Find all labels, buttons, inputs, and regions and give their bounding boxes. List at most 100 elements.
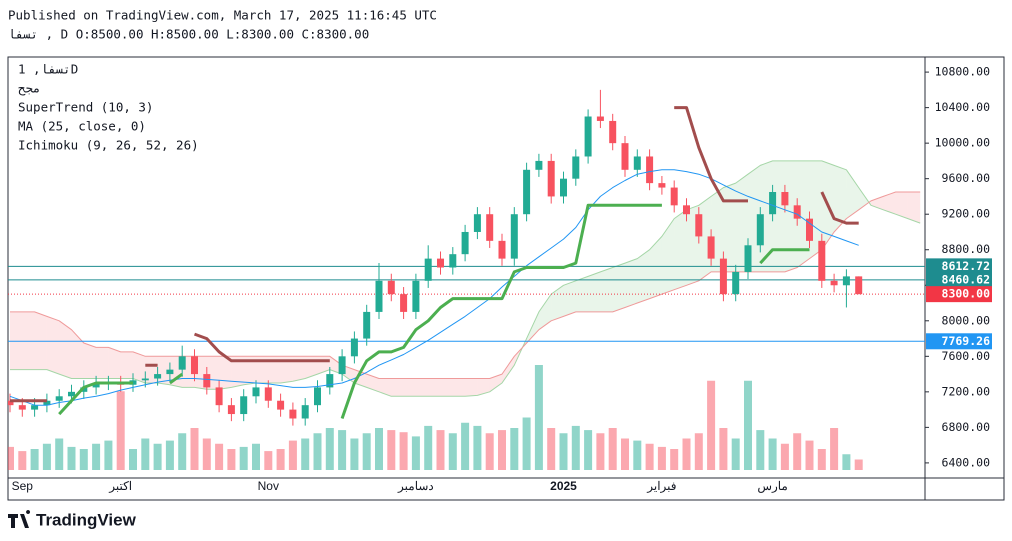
candle-body xyxy=(842,276,850,286)
candle-body xyxy=(240,396,248,415)
volume-bar xyxy=(621,438,629,470)
candle-body xyxy=(547,160,555,197)
cloud-segment xyxy=(366,374,379,392)
volume-bar xyxy=(276,449,285,470)
cloud-segment xyxy=(772,160,785,272)
x-tick-label: مارس xyxy=(757,479,788,493)
cloud-segment xyxy=(551,285,564,321)
volume-bar xyxy=(436,430,445,470)
published-line: Published on TradingView.com, March 17, … xyxy=(8,8,437,23)
legend-entry: Ichimoku (9, 26, 52, 26) xyxy=(18,138,199,153)
cloud-segment xyxy=(538,294,552,330)
cloud-segment xyxy=(379,378,392,397)
symbol-line: تسفا , D O:8500.00 H:8500.00 L:8300.00 C… xyxy=(8,27,369,42)
volume-bar xyxy=(633,440,642,470)
cloud-segment xyxy=(268,356,281,383)
volume-bar xyxy=(215,443,224,470)
volume-bar xyxy=(116,391,125,470)
volume-bar xyxy=(485,433,494,470)
volume-bar xyxy=(805,440,814,470)
candle-body xyxy=(18,405,26,410)
volume-bar xyxy=(584,430,593,470)
volume-bar xyxy=(313,433,322,470)
cloud-segment xyxy=(231,356,244,388)
volume-bar xyxy=(178,433,187,470)
cloud-segment xyxy=(661,218,675,295)
volume-bar xyxy=(608,428,617,470)
cloud-segment xyxy=(34,311,47,370)
candle-body xyxy=(486,214,494,241)
volume-bar xyxy=(559,433,568,470)
volume-bar xyxy=(657,446,666,470)
candle-body xyxy=(8,400,14,406)
cloud-segment xyxy=(600,267,613,312)
volume-bar xyxy=(547,428,556,470)
plot-area xyxy=(8,89,925,470)
volume-bar xyxy=(288,440,297,470)
y-tick-label: 6800.00 xyxy=(942,420,991,434)
legend-entry: SuperTrend (10, 3) xyxy=(18,100,153,115)
candle-body xyxy=(203,374,211,388)
supertrend-up xyxy=(58,203,810,419)
volume-bar xyxy=(67,446,76,470)
volume-bar xyxy=(30,449,39,470)
volume-bar xyxy=(756,430,765,470)
candle-body xyxy=(523,169,531,215)
volume-bar xyxy=(92,443,101,470)
volume-bar xyxy=(165,440,174,470)
candle-body xyxy=(338,356,346,375)
cloud-segment xyxy=(71,329,84,379)
cloud-segment xyxy=(10,311,23,370)
price-label: 7769.26 xyxy=(942,334,991,348)
cloud-segment xyxy=(784,160,798,272)
cloud-segment xyxy=(22,311,35,370)
volume-bar xyxy=(79,449,88,470)
ma-line xyxy=(9,169,859,406)
logo-icon xyxy=(8,510,31,528)
volume-bar xyxy=(325,428,334,470)
brand-logo: TradingView xyxy=(8,510,137,529)
volume-bar xyxy=(842,454,851,470)
candle-body xyxy=(31,405,39,410)
cloud-segment xyxy=(612,263,625,312)
volume-bar xyxy=(682,438,691,470)
brand-name: TradingView xyxy=(36,510,137,529)
cloud-segment xyxy=(415,378,429,397)
ichimoku-span-a xyxy=(10,160,921,397)
volume-bar xyxy=(731,438,740,470)
volume-bar xyxy=(461,422,470,470)
cloud-segment xyxy=(883,192,896,215)
candle-body xyxy=(154,374,162,379)
cloud-segment xyxy=(625,258,638,308)
volume-bar xyxy=(817,449,826,470)
candle-body xyxy=(744,245,752,272)
candle-body xyxy=(769,192,777,215)
candle-body xyxy=(584,116,592,157)
cloud-segment xyxy=(256,356,269,383)
candle-body xyxy=(400,294,408,312)
volume-bar xyxy=(645,443,654,470)
y-tick-label: 6400.00 xyxy=(942,455,991,469)
y-tick-label: 9600.00 xyxy=(942,171,991,185)
candle-body xyxy=(719,258,727,295)
price-label-box xyxy=(926,333,992,350)
cloud-segment xyxy=(834,165,847,232)
cloud-segment xyxy=(637,249,650,304)
candle-body xyxy=(695,214,703,237)
cloud-segment xyxy=(280,356,293,383)
y-tick-label: 8800.00 xyxy=(942,242,991,256)
cloud-segment xyxy=(477,378,490,396)
y-tick-label: 9200.00 xyxy=(942,207,991,221)
candle-body xyxy=(498,240,506,259)
volume-bar xyxy=(854,459,863,470)
candle-body xyxy=(227,405,235,415)
volume-bar xyxy=(399,432,408,470)
cloud-segment xyxy=(649,236,662,299)
volume-bar xyxy=(596,433,605,470)
cloud-segment xyxy=(403,378,416,397)
candle-body xyxy=(437,258,444,268)
candle-body xyxy=(572,156,580,179)
volume-bar xyxy=(411,436,420,470)
candle-body xyxy=(830,280,838,286)
candle-body xyxy=(732,271,740,295)
